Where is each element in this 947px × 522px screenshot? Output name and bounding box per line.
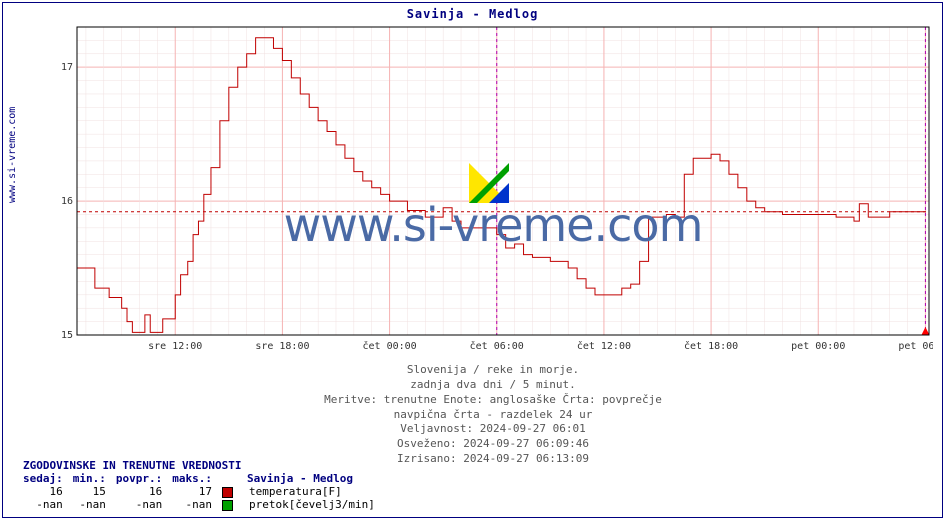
- svg-text:pet 00:00: pet 00:00: [791, 341, 845, 352]
- chart-subtitle-block: Slovenija / reke in morje. zadnja dva dn…: [53, 363, 933, 467]
- stats-table: ZGODOVINSKE IN TRENUTNE VREDNOSTI sedaj:…: [23, 459, 385, 511]
- stat-value: 17: [172, 485, 222, 498]
- table-row: ZGODOVINSKE IN TRENUTNE VREDNOSTI: [23, 459, 385, 472]
- col-header: min.:: [73, 472, 116, 485]
- svg-text:sre 18:00: sre 18:00: [255, 341, 309, 352]
- svg-text:15: 15: [61, 330, 73, 341]
- series-label: temperatura[F]: [247, 485, 385, 498]
- svg-text:čet 06:00: čet 06:00: [470, 340, 524, 352]
- table-row: sedaj: min.: povpr.: maks.: Savinja - Me…: [23, 472, 385, 485]
- col-header: sedaj:: [23, 472, 73, 485]
- svg-text:17: 17: [61, 62, 73, 73]
- chart-plot-area: 15 16 17 sre 12:00 sre 18:00 čet 00:00 čet 06:…: [53, 23, 933, 353]
- svg-text:16: 16: [61, 196, 73, 207]
- legend-swatch-icon: [222, 500, 233, 511]
- svg-text:čet 18:00: čet 18:00: [684, 340, 738, 352]
- stat-value: 16: [23, 485, 73, 498]
- col-header: maks.:: [172, 472, 222, 485]
- svg-text:čet 12:00: čet 12:00: [577, 340, 631, 352]
- chart-frame: www.si-vreme.com Savinja - Medlog 151617…: [2, 2, 943, 518]
- svg-text:sre 12:00: sre 12:00: [148, 341, 202, 352]
- stat-value: 16: [116, 485, 172, 498]
- series-name: Savinja - Medlog: [247, 472, 385, 485]
- series-label: pretok[čevelj3/min]: [247, 498, 385, 511]
- table-row: 16 15 16 17 temperatura[F]: [23, 485, 385, 498]
- stats-title: ZGODOVINSKE IN TRENUTNE VREDNOSTI: [23, 459, 385, 472]
- subtitle-line: Veljavnost: 2024-09-27 06:01: [53, 422, 933, 437]
- chart-svg: 15 16 17 sre 12:00 sre 18:00 čet 00:00 čet 06:…: [53, 23, 933, 353]
- stat-value: -nan: [116, 498, 172, 511]
- col-header: povpr.:: [116, 472, 172, 485]
- subtitle-line: navpična črta - razdelek 24 ur: [53, 408, 933, 423]
- subtitle-line: Slovenija / reke in morje.: [53, 363, 933, 378]
- stat-value: 15: [73, 485, 116, 498]
- svg-text:pet 06:00: pet 06:00: [898, 341, 933, 352]
- stat-value: -nan: [73, 498, 116, 511]
- table-row: -nan -nan -nan -nan pretok[čevelj3/min]: [23, 498, 385, 511]
- chart-title: Savinja - Medlog: [3, 7, 942, 21]
- subtitle-line: Osveženo: 2024-09-27 06:09:46: [53, 437, 933, 452]
- stat-value: -nan: [23, 498, 73, 511]
- subtitle-line: Meritve: trenutne Enote: anglosaške Črta…: [53, 393, 933, 408]
- stat-value: -nan: [172, 498, 222, 511]
- legend-swatch-icon: [222, 487, 233, 498]
- site-url-vertical: www.si-vreme.com: [7, 107, 18, 203]
- subtitle-line: zadnja dva dni / 5 minut.: [53, 378, 933, 393]
- svg-text:čet 00:00: čet 00:00: [362, 340, 416, 352]
